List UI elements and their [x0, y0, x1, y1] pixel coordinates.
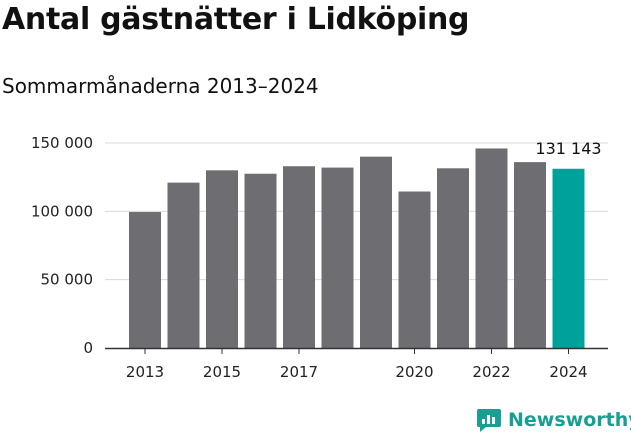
brand-name: Newsworthy	[508, 409, 631, 431]
x-tick-label: 2015	[203, 363, 241, 381]
y-axis-ticks: 0 50 000 100 000 150 000	[31, 134, 93, 357]
newsworthy-logo-icon	[477, 409, 501, 432]
bar-2023	[514, 162, 546, 348]
chart-title: Antal gästnätter i Lidköping	[2, 2, 470, 37]
bar-2020	[398, 191, 431, 348]
x-tick-label: 2017	[280, 363, 318, 381]
bar-2013	[129, 212, 161, 348]
x-axis-ticks: 2013 2015 2017 2020 2022 2024	[126, 348, 588, 381]
y-tick-label: 150 000	[31, 134, 93, 152]
data-labels: 131 143	[535, 139, 601, 158]
y-tick-label: 0	[83, 339, 93, 357]
bar-2016	[244, 173, 277, 348]
y-tick-label: 100 000	[31, 202, 93, 220]
newsworthy-logo: Newsworthy	[476, 407, 631, 433]
y-tick-label: 50 000	[41, 271, 94, 289]
data-label-2024: 131 143	[535, 139, 601, 158]
bar-2024	[552, 168, 585, 348]
x-tick-label: 2013	[126, 363, 164, 381]
bars	[129, 148, 585, 348]
bar-2015	[206, 170, 238, 348]
chart-subtitle: Sommarmånaderna 2013–2024	[2, 74, 319, 98]
bar-2017	[283, 166, 315, 348]
bar-2014	[167, 182, 200, 348]
bar-2022	[475, 148, 508, 348]
bar-2021	[437, 168, 469, 348]
x-tick-label: 2020	[395, 363, 433, 381]
x-tick-label: 2024	[549, 363, 587, 381]
bar-2018	[321, 167, 354, 348]
x-tick-label: 2022	[472, 363, 510, 381]
bar-2019	[360, 156, 392, 348]
